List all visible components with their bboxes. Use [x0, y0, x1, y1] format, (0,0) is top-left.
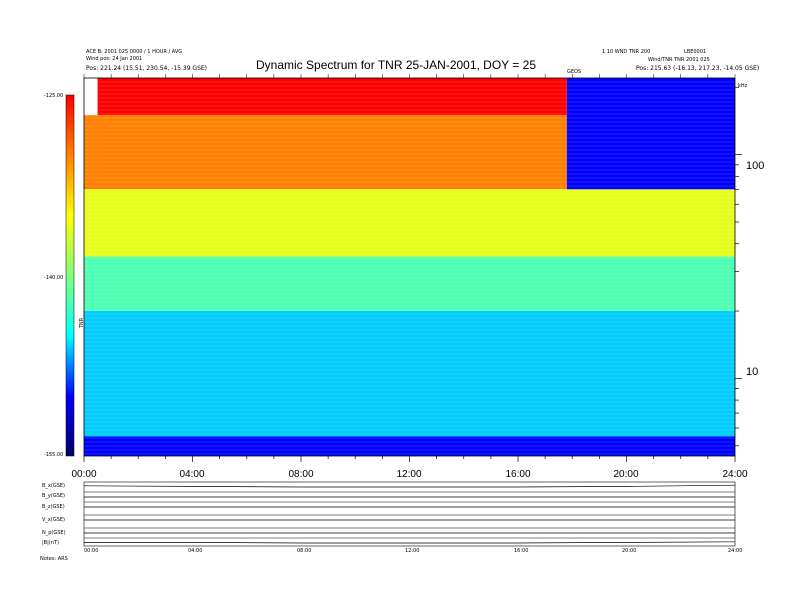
- lower-x-tick-1: 04:00: [188, 548, 203, 554]
- colorbar-tick-mid: -140.00: [44, 275, 64, 281]
- spectrogram-cells: [84, 78, 735, 456]
- header-left-line2: Wind pos: 24 Jan 2001: [86, 56, 143, 62]
- lower-panel-frame: [83, 481, 736, 547]
- x-tick-0000: 00:00: [71, 469, 97, 480]
- header-right-line3: Wind/TNR TNR 2001 025: [648, 57, 710, 63]
- freq-tick-100: 100: [746, 160, 765, 172]
- series-line-5: [84, 541, 736, 544]
- x-axis: [83, 456, 736, 462]
- x-tick-1600: 16:00: [505, 469, 531, 480]
- x-tick-1200: 12:00: [396, 469, 422, 480]
- lower-x-tick-0: 00:00: [84, 548, 99, 554]
- x-tick-2400: 24:00: [722, 469, 748, 480]
- series-label-np: N_p(GSE): [42, 530, 66, 536]
- spectrum-texture: [84, 78, 735, 456]
- top-axis-ticks: [83, 74, 736, 78]
- lower-x-tick-3: 12:00: [405, 548, 420, 554]
- freq-unit-label: kHz: [738, 83, 748, 89]
- header-mid-marker: GEOS: [567, 69, 582, 75]
- x-tick-0400: 04:00: [179, 469, 205, 480]
- lower-x-tick-2: 08:00: [297, 548, 312, 554]
- header-left-line3: Pos: 221.24 (15.51, 230.54, -15.39 GSE): [86, 65, 208, 72]
- x-tick-2000: 20:00: [613, 469, 639, 480]
- colorbar-tick-top: -125.00: [44, 93, 64, 99]
- freq-tick-10: 10: [746, 366, 759, 378]
- footer-notes: Notes: ARS: [40, 556, 68, 562]
- lower-x-tick-5: 20:00: [622, 548, 637, 554]
- header-right-line1: 1 10 WND TNR 200: [602, 49, 651, 55]
- header-right-line4: Pos: 215.63 (-16.13, 217.23, -14.05 GSE): [636, 65, 760, 72]
- series-label-bx: B_x(GSE): [42, 483, 65, 489]
- chart-title: Dynamic Spectrum for TNR 25-JAN-2001, DO…: [256, 58, 536, 72]
- series-label-by: B_y(GSE): [42, 493, 65, 499]
- header-right-line2: LBE0001: [684, 49, 707, 55]
- solar-wind-panel: [83, 481, 736, 547]
- series-label-vx: V_x(GSE): [42, 517, 65, 523]
- frequency-axis: [735, 86, 742, 447]
- colorbar-tick-bottom: -155.00: [44, 452, 64, 458]
- colorbar: [65, 94, 75, 457]
- x-tick-0800: 08:00: [288, 469, 314, 480]
- series-label-bz: B_z(GSE): [42, 504, 65, 510]
- series-label-bmag: |B|(nT): [42, 540, 59, 546]
- lower-x-tick-6: 24:00: [728, 548, 743, 554]
- header-left-line1: ACE B: 2001 025 0000 / 1 HOUR / AVG: [86, 49, 183, 55]
- lower-x-tick-4: 16:00: [514, 548, 529, 554]
- series-line-0: [83, 484, 736, 488]
